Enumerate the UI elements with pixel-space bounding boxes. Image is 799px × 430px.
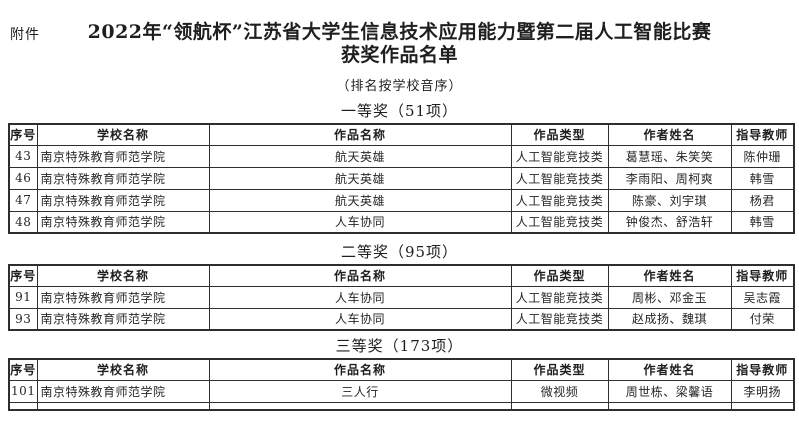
table-cell: 航天英雄: [208, 144, 512, 168]
table-header-row: 序号 学校名称 作品名称 作品类型 作者姓名 指导教师: [8, 264, 795, 287]
table-row: 48 南京特殊教育师范学院 人车协同 人工智能竞技类 钟俊杰、舒浩轩 韩雪: [8, 210, 795, 234]
document-subtitle: （排名按学校音序）: [336, 79, 463, 94]
document-page: { "page": { "attachment_label": "附件", "t…: [0, 21, 799, 430]
table-cell: [730, 401, 795, 410]
award-table: 序号 学校名称 作品名称 作品类型 作者姓名 指导教师 43 南京特殊教育师范学院 航天英雄 人工…: [8, 123, 795, 234]
award-table: 序号 学校名称 作品名称 作品类型 作者姓名 指导教师 91 南京特殊教育师范学院 人车协同 人工…: [8, 264, 795, 331]
table-cell: 韩雪: [730, 210, 795, 234]
table-row: 43 南京特殊教育师范学院 航天英雄 人工智能竞技类 葛慧瑶、朱笑笑 陈仲珊: [8, 144, 795, 168]
table-cell: 人车协同: [208, 307, 512, 331]
table-cell: 南京特殊教育师范学院: [36, 188, 210, 212]
table-cell: 南京特殊教育师范学院: [36, 379, 210, 403]
table-row: 46 南京特殊教育师范学院 航天英雄 人工智能竞技类 李雨阳、周柯爽 韩雪: [8, 166, 795, 190]
column-header: 指导教师: [730, 264, 795, 287]
row-number-cell: 48: [8, 210, 38, 234]
table-row: 91 南京特殊教育师范学院 人车协同 人工智能竞技类 周彬、邓金玉 吴志霞: [8, 285, 795, 309]
column-header: 指导教师: [730, 358, 795, 381]
table-cell: 周彬、邓金玉: [607, 285, 732, 309]
table-cell: 人车协同: [208, 285, 512, 309]
table-cell: 航天英雄: [208, 188, 512, 212]
table-cell: 南京特殊教育师范学院: [36, 307, 210, 331]
column-header: 作者姓名: [607, 123, 732, 146]
row-number-cell: 93: [8, 307, 38, 331]
column-header: 作品名称: [208, 358, 512, 381]
table-cell: 人工智能竞技类: [510, 307, 609, 331]
column-header: 学校名称: [36, 123, 210, 146]
table-cell: 人车协同: [208, 210, 512, 234]
column-header: 作者姓名: [607, 264, 732, 287]
row-number-cell: 91: [8, 285, 38, 309]
column-header: 作品类型: [510, 123, 609, 146]
table-cell: 人工智能竞技类: [510, 166, 609, 190]
section-heading: 三等奖（173项）: [335, 337, 464, 355]
table-cell: 赵成扬、魏琪: [607, 307, 732, 331]
column-header: 学校名称: [36, 264, 210, 287]
column-header: 作品名称: [208, 264, 512, 287]
award-section: 一等奖（51项） 序号 学校名称 作品名称 作品类型 作者姓名 指导教师 43 南京特殊教育师范…: [0, 102, 799, 234]
column-header: 作品类型: [510, 264, 609, 287]
row-number-cell: 47: [8, 188, 38, 212]
table-cell: 周世栋、梁馨语: [607, 379, 732, 403]
document-title: 2022年“领航杯”江苏省大学生信息技术应用能力暨第二届人工智能比赛 获奖作品名…: [0, 21, 799, 67]
row-number-cell: 46: [8, 166, 38, 190]
table-cell: 韩雪: [730, 166, 795, 190]
table-cell: 人工智能竞技类: [510, 210, 609, 234]
table-cell: 吴志霞: [730, 285, 795, 309]
table-cell: 三人行: [208, 379, 512, 403]
award-sections: 一等奖（51项） 序号 学校名称 作品名称 作品类型 作者姓名 指导教师 43 南京特殊教育师范…: [0, 102, 799, 411]
row-number-cell: 43: [8, 144, 38, 168]
column-header: 作品名称: [208, 123, 512, 146]
section-heading: 二等奖（95项）: [340, 243, 459, 261]
table-cell: 航天英雄: [208, 166, 512, 190]
table-cell: 微视频: [510, 379, 609, 403]
column-header: 作品类型: [510, 358, 609, 381]
table-cell: 李明扬: [730, 379, 795, 403]
table-header-row: 序号 学校名称 作品名称 作品类型 作者姓名 指导教师: [8, 358, 795, 381]
column-header: 序号: [8, 123, 38, 146]
table-header-row: 序号 学校名称 作品名称 作品类型 作者姓名 指导教师: [8, 123, 795, 146]
table-cell: 付荣: [730, 307, 795, 331]
table-cell: 钟俊杰、舒浩轩: [607, 210, 732, 234]
table-cell: 南京特殊教育师范学院: [36, 210, 210, 234]
table-cell: 南京特殊教育师范学院: [36, 144, 210, 168]
award-table: 序号 学校名称 作品名称 作品类型 作者姓名 指导教师 101 南京特殊教育师范学院 三人行 微视…: [8, 358, 795, 411]
table-row: 47 南京特殊教育师范学院 航天英雄 人工智能竞技类 陈豪、刘宇琪 杨君: [8, 188, 795, 212]
table-cell: 李雨阳、周柯爽: [607, 166, 732, 190]
column-header: 学校名称: [36, 358, 210, 381]
column-header: 作者姓名: [607, 358, 732, 381]
attachment-label: 附件: [10, 27, 40, 43]
award-section: 二等奖（95项） 序号 学校名称 作品名称 作品类型 作者姓名 指导教师 91 南京特殊教育师范…: [0, 243, 799, 331]
table-cell: 陈仲珊: [730, 144, 795, 168]
document-title-line2: 获奖作品名单: [340, 44, 458, 66]
table-cell: 南京特殊教育师范学院: [36, 166, 210, 190]
column-header: 序号: [8, 264, 38, 287]
table-cell: 人工智能竞技类: [510, 144, 609, 168]
table-cell: 葛慧瑶、朱笑笑: [607, 144, 732, 168]
section-heading: 一等奖（51项）: [340, 102, 459, 120]
column-header: 序号: [8, 358, 38, 381]
table-row-partial: [8, 401, 795, 410]
table-row: 93 南京特殊教育师范学院 人车协同 人工智能竞技类 赵成扬、魏琪 付荣: [8, 307, 795, 331]
document-title-line1: 2022年“领航杯”江苏省大学生信息技术应用能力暨第二届人工智能比赛: [87, 21, 712, 43]
table-cell: 陈豪、刘宇琪: [607, 188, 732, 212]
table-cell: 杨君: [730, 188, 795, 212]
table-row: 101 南京特殊教育师范学院 三人行 微视频 周世栋、梁馨语 李明扬: [8, 379, 795, 403]
table-cell: 人工智能竞技类: [510, 285, 609, 309]
column-header: 指导教师: [730, 123, 795, 146]
table-cell: 人工智能竞技类: [510, 188, 609, 212]
award-section: 三等奖（173项） 序号 学校名称 作品名称 作品类型 作者姓名 指导教师 101 南京特殊教育…: [0, 337, 799, 411]
row-number-cell: 101: [8, 379, 38, 403]
table-cell: 南京特殊教育师范学院: [36, 285, 210, 309]
